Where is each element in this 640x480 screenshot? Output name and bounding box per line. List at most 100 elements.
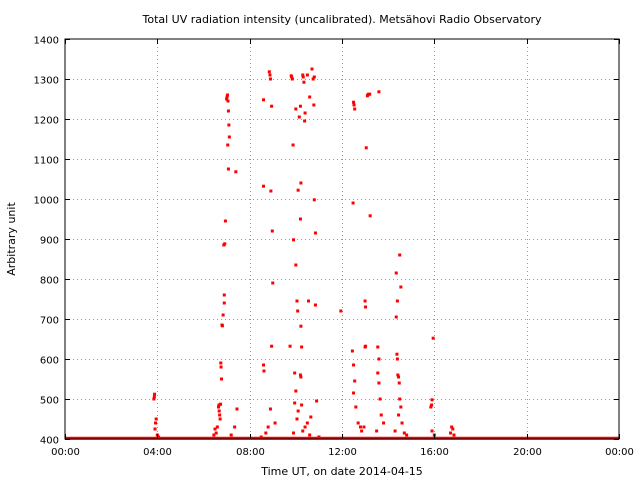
data-point <box>153 427 157 431</box>
data-point <box>296 309 300 313</box>
data-point <box>220 377 224 381</box>
data-point <box>339 309 343 313</box>
data-point <box>293 371 297 375</box>
y-tick-label: 1400 <box>34 36 59 47</box>
data-point <box>226 93 230 97</box>
data-point <box>153 392 157 396</box>
data-point <box>234 170 238 174</box>
data-point <box>298 217 302 221</box>
y-tick-label: 400 <box>40 436 59 447</box>
data-point <box>259 435 263 439</box>
data-point <box>288 344 292 348</box>
data-point <box>226 109 230 113</box>
data-point <box>305 73 309 77</box>
x-axis: 00:00 04:00 08:00 12:00 16:00 20:00 00:00 <box>51 39 634 458</box>
x-tick-label: 12:00 <box>328 447 357 458</box>
data-point <box>448 431 452 435</box>
y-tick-label: 1100 <box>34 156 59 167</box>
data-point <box>268 77 272 81</box>
y-tick-label: 1300 <box>34 76 59 87</box>
data-point <box>273 421 277 425</box>
data-point <box>270 344 274 348</box>
data-point <box>317 435 321 439</box>
data-point <box>310 67 314 71</box>
data-point <box>262 363 266 367</box>
data-point <box>350 349 354 353</box>
data-point <box>311 77 315 81</box>
data-point <box>303 119 307 123</box>
x-tick-label: 08:00 <box>236 447 265 458</box>
data-point <box>233 425 237 429</box>
y-tick-label: 500 <box>40 396 59 407</box>
data-point <box>368 214 372 218</box>
data-point <box>430 398 434 402</box>
data-point <box>217 409 221 413</box>
data-point <box>430 429 434 433</box>
data-point <box>312 103 316 107</box>
data-point <box>223 219 227 223</box>
data-point <box>299 375 303 379</box>
data-point <box>379 413 383 417</box>
data-point <box>292 238 296 242</box>
data-point <box>225 97 229 101</box>
data-point <box>268 407 272 411</box>
data-point <box>400 421 404 425</box>
data-point <box>301 429 305 433</box>
data-point <box>402 431 406 435</box>
data-point <box>295 417 299 421</box>
data-point <box>156 435 160 439</box>
data-point <box>315 399 319 403</box>
data-point <box>353 379 357 383</box>
data-point <box>300 403 304 407</box>
data-point <box>212 433 216 437</box>
data-point <box>220 324 224 328</box>
data-point <box>363 299 367 303</box>
data-point <box>396 373 400 377</box>
data-point <box>223 242 227 246</box>
data-point <box>354 405 358 409</box>
data-point <box>291 143 295 147</box>
data-point <box>222 301 226 305</box>
data-point <box>301 73 305 77</box>
data-point <box>395 352 399 356</box>
data-point <box>364 344 368 348</box>
data-point <box>312 75 316 79</box>
data-point <box>376 371 380 375</box>
data-point <box>302 80 306 84</box>
data-point <box>398 253 402 257</box>
data-point <box>429 405 433 409</box>
data-point <box>294 389 298 393</box>
data-point <box>360 429 364 433</box>
data-point <box>364 146 368 150</box>
data-point <box>299 181 303 185</box>
data-point <box>262 98 266 102</box>
data-point <box>301 75 305 79</box>
data-point <box>300 345 304 349</box>
x-tick-label: 04:00 <box>143 447 172 458</box>
x-tick-label: 20:00 <box>513 447 542 458</box>
data-point <box>152 397 156 401</box>
data-point <box>219 361 223 365</box>
data-point <box>290 75 294 79</box>
data-point <box>217 405 221 409</box>
data-point <box>405 433 409 437</box>
data-point <box>219 365 223 369</box>
y-tick-label: 1200 <box>34 116 59 127</box>
data-point <box>295 299 299 303</box>
data-point <box>398 397 402 401</box>
x-tick-label: 00:00 <box>605 447 634 458</box>
data-point <box>451 427 455 431</box>
data-point <box>352 391 356 395</box>
data-point <box>217 403 221 407</box>
data-point <box>394 271 398 275</box>
data-point <box>368 92 372 96</box>
data-point <box>262 369 266 373</box>
y-tick-label: 700 <box>40 316 59 327</box>
data-point <box>450 425 454 429</box>
data-point <box>313 303 317 307</box>
data-point <box>305 421 309 425</box>
data-point <box>430 403 434 407</box>
data-point <box>393 429 397 433</box>
x-axis-label: Time UT, on date 2014-04-15 <box>260 465 423 478</box>
data-point <box>271 281 275 285</box>
